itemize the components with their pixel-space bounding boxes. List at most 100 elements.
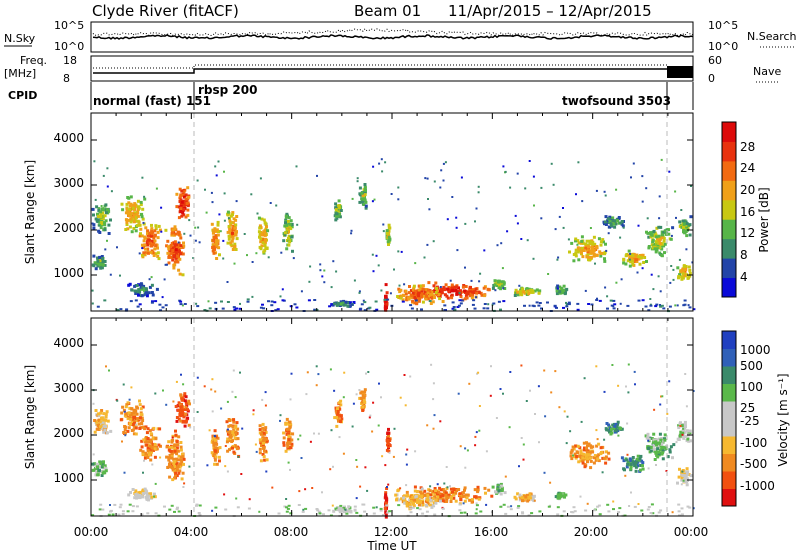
power-cell	[540, 217, 543, 220]
power-cell	[455, 285, 459, 289]
velocity-cell	[223, 493, 226, 496]
power-cell	[220, 300, 223, 303]
power-cell	[246, 300, 250, 303]
power-cell	[358, 186, 362, 190]
power-cell	[595, 253, 599, 257]
power-cell	[680, 269, 684, 273]
velocity-cell	[147, 453, 151, 457]
power-cell	[285, 223, 289, 227]
power-cell	[641, 253, 645, 257]
power-cell	[440, 291, 444, 295]
power-cell	[471, 288, 475, 292]
power-cell	[619, 302, 622, 305]
velocity-cell	[474, 444, 477, 447]
velocity-cell	[634, 383, 636, 386]
power-cell	[97, 207, 101, 211]
velocity-cell	[372, 512, 376, 515]
velocity-cell	[232, 369, 235, 372]
velocity-cell	[658, 448, 662, 452]
velocity-cell	[474, 435, 477, 438]
velocity-cell	[140, 439, 144, 443]
power-cell	[626, 304, 630, 307]
velocity-cell	[514, 497, 518, 501]
velocity-cell	[471, 498, 474, 502]
power-cell	[683, 231, 687, 235]
velocity-cell	[117, 513, 121, 516]
velocity-cell	[573, 455, 577, 459]
power-cell	[435, 286, 438, 290]
power-ytick-1000: 1000	[53, 266, 84, 280]
velocity-cell	[588, 451, 592, 454]
power-cell	[420, 292, 424, 296]
velocity-cell	[657, 511, 661, 514]
power-cell	[140, 234, 144, 238]
velocity-cell	[339, 420, 342, 423]
velocity-cell	[601, 445, 605, 449]
power-cell	[180, 200, 184, 204]
power-cell	[361, 199, 365, 203]
velocity-cell	[188, 402, 191, 406]
power-cell	[124, 228, 128, 231]
power-cell	[92, 213, 95, 217]
power-cell	[404, 289, 408, 293]
velocity-cell	[175, 380, 178, 383]
velocity-cell	[300, 457, 303, 459]
power-cell	[359, 307, 363, 310]
velocity-cell	[261, 398, 264, 401]
power-cell	[635, 253, 639, 257]
power-cell	[154, 300, 158, 303]
velocity-cell	[479, 510, 483, 513]
power-cell	[103, 214, 107, 218]
power-cell	[678, 258, 681, 261]
velocity-cell	[121, 405, 125, 409]
power-cell	[99, 265, 103, 269]
power-cell	[656, 243, 660, 247]
velocity-cell	[224, 465, 227, 468]
velocity-cell	[342, 396, 345, 399]
velocity-cell	[211, 509, 214, 512]
velocity-cell	[333, 389, 336, 392]
velocity-cell	[586, 502, 589, 505]
power-cell	[103, 221, 106, 225]
velocity-cell	[104, 425, 107, 429]
power-cell	[165, 244, 169, 248]
power-cell	[141, 247, 144, 250]
power-cell	[152, 236, 156, 240]
power-cell	[608, 215, 612, 219]
velocity-cell	[386, 511, 390, 514]
velocity-cell	[496, 484, 500, 488]
power-cell	[336, 215, 340, 218]
power-cell	[243, 233, 246, 235]
power-cell	[607, 232, 610, 235]
velocity-cell	[265, 470, 268, 473]
velocity-cell	[181, 411, 185, 415]
power-cell	[607, 225, 611, 229]
velocity-cell	[403, 494, 407, 498]
velocity-cell	[387, 445, 390, 448]
velocity-cell	[451, 493, 455, 497]
velocity-cell	[146, 427, 150, 431]
velocity-cell	[405, 494, 408, 498]
velocity-cell	[236, 427, 240, 431]
power-cell	[194, 226, 197, 229]
velocity-cell	[630, 491, 632, 494]
power-cell	[387, 235, 391, 239]
power-cell	[127, 201, 131, 205]
power-cell	[601, 238, 605, 242]
velocity-cell	[663, 433, 667, 437]
velocity-cell	[283, 505, 287, 508]
velocity-cell	[626, 422, 629, 425]
velocity-cell	[692, 507, 695, 510]
power-cell	[128, 225, 132, 229]
velocity-cell	[282, 436, 286, 440]
power-cell	[159, 309, 162, 312]
velocity-cell	[262, 446, 266, 450]
velocity-cell	[679, 430, 683, 434]
velocity-cell	[477, 497, 481, 501]
power-cell	[584, 289, 587, 292]
velocity-cell	[631, 460, 635, 464]
power-cell	[597, 237, 601, 241]
velocity-cell	[339, 507, 343, 511]
velocity-cell	[400, 497, 404, 501]
velocity-cell	[431, 503, 435, 507]
